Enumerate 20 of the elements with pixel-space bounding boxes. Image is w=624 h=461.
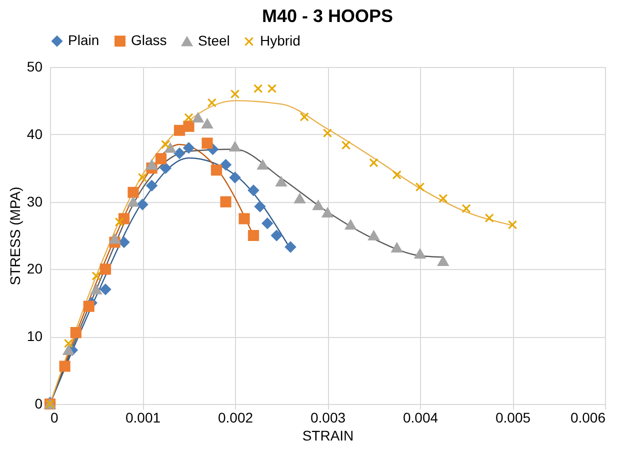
y-axis-title: STRESS (MPA)	[6, 186, 23, 286]
y-tick-label: 20	[26, 260, 43, 277]
x-tick-label: 0.003	[310, 410, 346, 426]
x-tick-label: 0.002	[218, 410, 254, 426]
legend-label: Steel	[198, 32, 230, 48]
chart-title: M40 - 3 HOOPS	[262, 6, 394, 26]
y-tick-label: 10	[26, 328, 43, 344]
x-tick-label: 0.004	[402, 410, 438, 426]
y-tick-label: 30	[26, 193, 43, 210]
y-tick-label: 0	[34, 396, 43, 412]
x-tick-label: 0.006	[570, 410, 606, 426]
x-axis-title: STRAIN	[302, 428, 354, 444]
legend-label: Glass	[131, 32, 167, 48]
x-tick-label: 0	[50, 410, 58, 426]
y-tick-label: 40	[26, 126, 43, 142]
y-tick-label: 50	[26, 58, 43, 74]
legend-label: Hybrid	[260, 32, 300, 48]
legend-label: Plain	[68, 32, 100, 48]
x-tick-label: 0.005	[495, 410, 531, 426]
x-tick-label: 0.001	[125, 410, 161, 426]
